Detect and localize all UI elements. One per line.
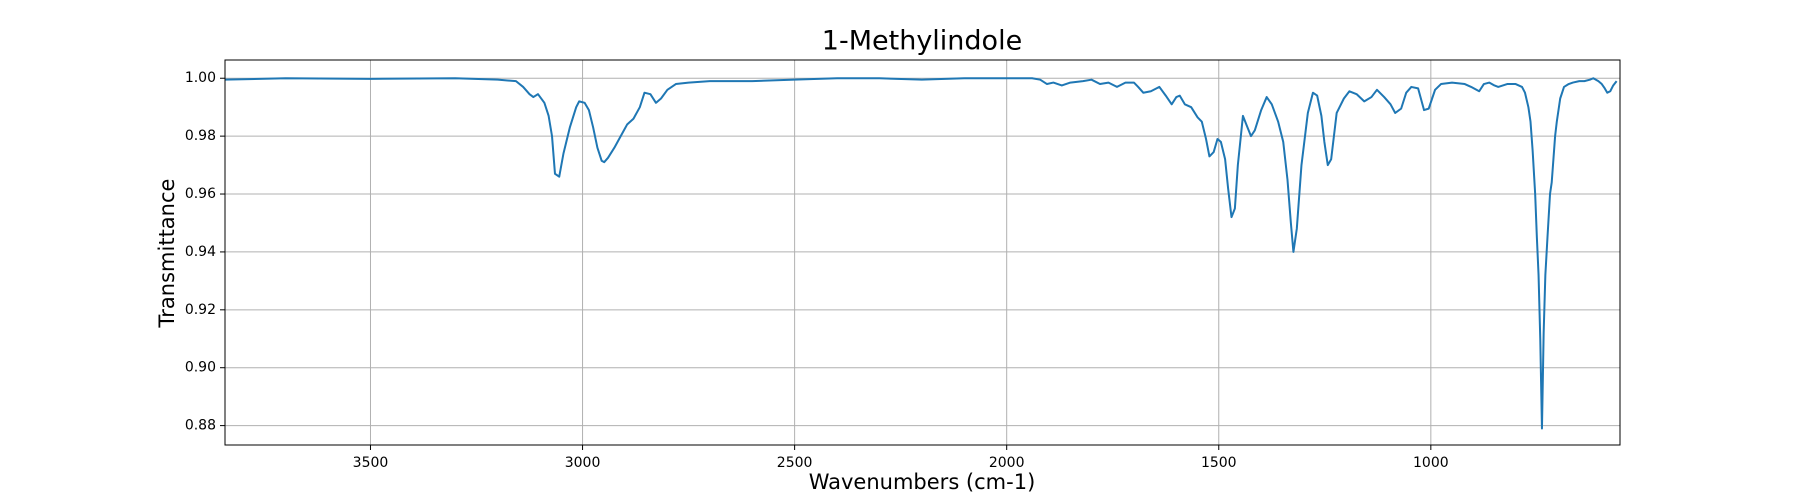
x-tick-label: 2000 bbox=[989, 455, 1025, 471]
y-tick-label: 1.00 bbox=[185, 70, 216, 86]
x-axis-label: Wavenumbers (cm-1) bbox=[809, 470, 1036, 494]
plot-frame bbox=[224, 59, 1621, 446]
y-tick-label: 0.98 bbox=[185, 128, 216, 144]
x-tick-label: 1500 bbox=[1201, 455, 1237, 471]
y-tick-label: 0.92 bbox=[185, 302, 216, 318]
y-tick-label: 0.96 bbox=[185, 186, 216, 202]
x-tick-label: 2500 bbox=[777, 455, 813, 471]
x-tick-label: 1000 bbox=[1413, 455, 1449, 471]
x-tick-label: 3500 bbox=[353, 455, 389, 471]
x-tick-label: 3000 bbox=[565, 455, 601, 471]
y-tick-label: 0.94 bbox=[185, 244, 216, 260]
chart-title: 1-Methylindole bbox=[822, 26, 1022, 57]
y-tick-label: 0.90 bbox=[185, 360, 216, 376]
y-tick-label: 0.88 bbox=[185, 418, 216, 434]
y-axis-label: Transmittance bbox=[155, 179, 179, 329]
spectrum-line bbox=[224, 77, 1618, 430]
